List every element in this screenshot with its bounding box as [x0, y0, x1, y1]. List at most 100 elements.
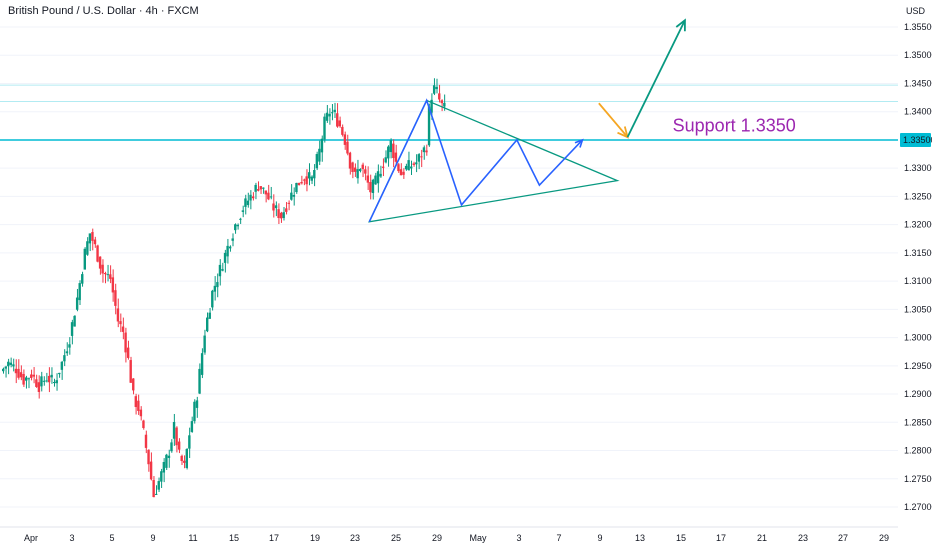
candle-bearish	[139, 406, 143, 421]
candle-bullish	[295, 182, 298, 194]
candle-bullish	[384, 150, 387, 164]
candle-bullish	[389, 138, 392, 159]
candle-bearish	[180, 454, 183, 465]
candle-bullish	[333, 102, 336, 119]
candle-bullish	[328, 108, 331, 125]
candle-bullish	[83, 247, 86, 270]
candle-bearish	[149, 452, 153, 481]
candle-bearish	[183, 455, 186, 469]
candle-bearish	[381, 158, 385, 177]
y-tick-label: 1.35000	[904, 50, 932, 60]
candle-bullish	[320, 135, 324, 162]
candle-bearish	[126, 340, 130, 360]
candles	[2, 78, 446, 498]
x-tick-label: 29	[879, 533, 889, 543]
candle-bearish	[302, 178, 306, 186]
candle-bullish	[86, 237, 89, 256]
candle-bullish	[190, 416, 194, 433]
x-tick-label: 23	[350, 533, 360, 543]
candle-bullish	[70, 319, 74, 345]
candle-bullish	[53, 378, 56, 387]
candle-bearish	[119, 313, 122, 333]
candle-bullish	[269, 186, 273, 200]
candle-bearish	[425, 144, 428, 156]
candle-bullish	[325, 104, 329, 123]
y-tick-label: 1.30000	[904, 333, 932, 343]
candle-bullish	[155, 485, 158, 495]
candle-bullish	[262, 187, 265, 194]
candle-bullish	[249, 190, 252, 210]
horizontal-levels	[0, 84, 898, 141]
candle-bullish	[27, 377, 30, 389]
candle-bearish	[152, 476, 155, 498]
candle-bearish	[47, 367, 51, 393]
candle-bearish	[392, 139, 395, 168]
candle-bearish	[19, 365, 23, 381]
zigzag-wave[interactable]	[368, 98, 584, 223]
currency-label: USD	[906, 6, 926, 16]
time-axis[interactable]: Apr 3 5 9 11 15 17 19 23 25 29 May 3 7 9 13 15 17 21 23 27 29	[0, 526, 898, 543]
x-tick-label: Apr	[24, 533, 38, 543]
candle-bearish	[124, 327, 127, 363]
candle-bullish	[63, 349, 66, 367]
candle-bullish	[188, 427, 191, 459]
candle-bullish	[417, 153, 421, 170]
candle-bullish	[387, 145, 390, 167]
candle-bearish	[277, 203, 280, 225]
candle-bearish	[109, 265, 112, 284]
candle-bullish	[422, 145, 426, 160]
candle-bullish	[435, 78, 438, 94]
candle-bullish	[218, 259, 222, 286]
candle-bullish	[24, 375, 28, 389]
candle-bullish	[55, 373, 58, 391]
candle-bearish	[366, 166, 370, 190]
candle-bullish	[162, 458, 166, 483]
current-price-tag: 1.33500	[900, 132, 932, 147]
x-tick-label: 13	[635, 533, 645, 543]
target-arrow[interactable]	[626, 18, 686, 138]
candle-bearish	[346, 134, 349, 156]
candle-bearish	[440, 99, 443, 112]
candle-bearish	[264, 190, 268, 203]
candle-bearish	[32, 367, 35, 384]
x-tick-label: 21	[757, 533, 767, 543]
candle-bullish	[45, 372, 48, 383]
candle-bullish	[376, 164, 380, 193]
candle-bearish	[121, 317, 125, 340]
y-tick-label: 1.27000	[904, 502, 932, 512]
candle-bearish	[177, 438, 181, 454]
support-annotation: Support 1.3350	[673, 115, 796, 135]
candle-bearish	[137, 394, 140, 415]
candle-bullish	[213, 276, 217, 301]
candle-bullish	[315, 151, 319, 171]
candle-bullish	[78, 280, 81, 306]
candle-bullish	[42, 376, 46, 386]
candle-bullish	[313, 164, 316, 187]
x-tick-label: 23	[798, 533, 808, 543]
candle-bullish	[410, 160, 413, 176]
chart-title: British Pound / U.S. Dollar · 4h · FXCM	[8, 5, 199, 17]
candle-bearish	[91, 228, 94, 251]
candle-bullish	[65, 342, 69, 356]
x-tick-label: 27	[838, 533, 848, 543]
candle-bullish	[2, 367, 5, 374]
candle-bearish	[399, 163, 403, 176]
candle-bearish	[142, 419, 145, 430]
candle-bullish	[50, 367, 53, 384]
current-price-label: 1.33500	[903, 135, 932, 145]
y-tick-label: 1.30500	[904, 304, 932, 314]
x-tick-label: 3	[516, 533, 521, 543]
candle-bearish	[336, 103, 339, 128]
candle-bullish	[200, 348, 204, 379]
price-axis[interactable]: 1.35500 1.35000 1.34500 1.34000 1.33500 1.330…	[898, 0, 932, 550]
candle-bearish	[251, 192, 255, 201]
candle-bullish	[234, 223, 237, 234]
y-tick-label: 1.32000	[904, 220, 932, 230]
candle-bullish	[208, 307, 211, 319]
x-tick-label: 9	[597, 533, 602, 543]
candle-bullish	[88, 233, 92, 252]
candle-bullish	[81, 271, 84, 287]
candle-bullish	[216, 273, 219, 298]
y-tick-label: 1.34000	[904, 107, 932, 117]
